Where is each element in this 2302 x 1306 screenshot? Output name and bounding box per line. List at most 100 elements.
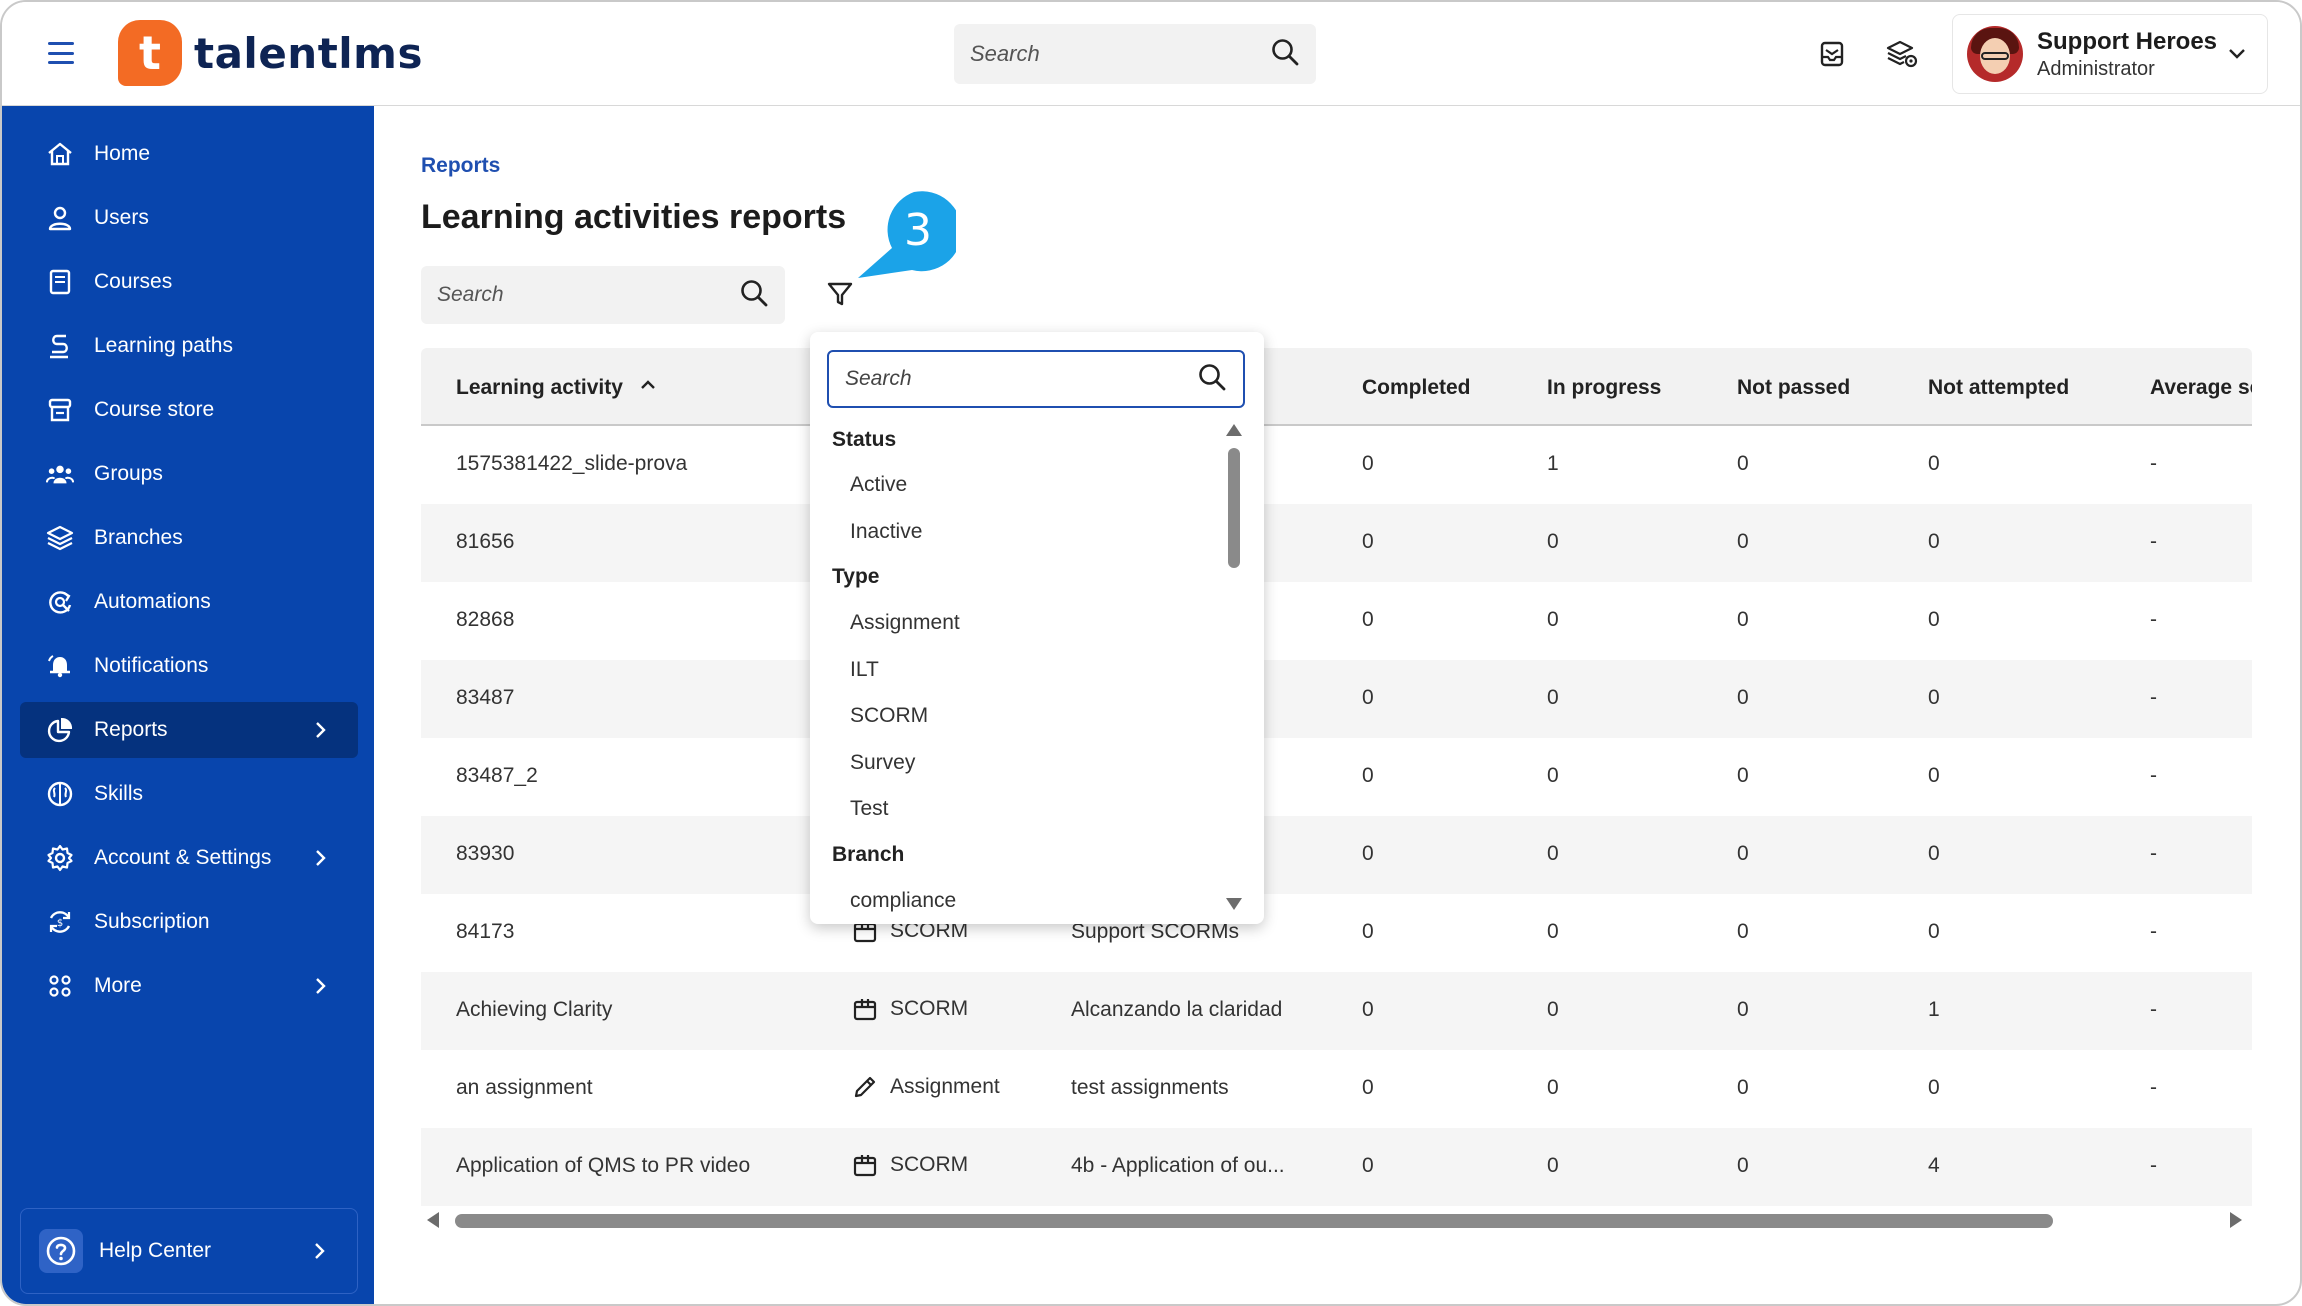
sort-asc-icon[interactable] xyxy=(639,376,657,400)
sidebar-item-notifications[interactable]: Notifications xyxy=(20,638,358,694)
scrollbar-thumb[interactable] xyxy=(455,1214,2053,1228)
scrollbar-thumb[interactable] xyxy=(1228,448,1240,568)
user-name: Support Heroes xyxy=(2037,27,2218,55)
cell-course: test assignments xyxy=(1071,1076,1229,1099)
sidebar-item-branches[interactable]: Branches xyxy=(20,510,358,566)
global-search-input[interactable] xyxy=(970,41,1270,67)
filter-option-assignment[interactable]: Assignment xyxy=(850,611,960,634)
sidebar-item-account-settings[interactable]: Account & Settings xyxy=(20,830,358,886)
filter-option-ilt[interactable]: ILT xyxy=(850,658,879,681)
filter-option-survey[interactable]: Survey xyxy=(850,751,916,774)
chevron-right-icon xyxy=(308,718,332,748)
talentlms-logo[interactable]: t talentlms xyxy=(118,20,423,86)
sidebar-item-courses[interactable]: Courses xyxy=(20,254,358,310)
sidebar-item-groups[interactable]: Groups xyxy=(20,446,358,502)
column-header-in-progress[interactable]: In progress xyxy=(1547,376,1662,399)
filter-search-input[interactable] xyxy=(845,367,1197,391)
cell-not-passed: 0 xyxy=(1737,452,1749,475)
sidebar-item-reports[interactable]: Reports xyxy=(20,702,358,758)
sidebar-item-home[interactable]: Home xyxy=(20,126,358,182)
path-icon xyxy=(46,332,74,360)
cell-not-passed: 0 xyxy=(1737,764,1749,787)
avatar xyxy=(1967,26,2023,82)
cell-activity: Achieving Clarity xyxy=(456,998,613,1021)
filter-icon[interactable] xyxy=(822,276,858,312)
filter-group-status: Status xyxy=(832,428,897,451)
cell-type: Assignment xyxy=(852,1074,1000,1100)
scroll-up-arrow[interactable] xyxy=(1226,424,1242,436)
table-row[interactable]: 83487 0 0 0 0 - xyxy=(421,660,2252,738)
help-center-label: Help Center xyxy=(99,1239,212,1262)
scroll-right-arrow[interactable] xyxy=(2230,1212,2242,1228)
cell-not-attempted: 0 xyxy=(1928,686,1940,709)
cell-not-passed: 0 xyxy=(1737,998,1749,1021)
table-row[interactable]: Achieving Clarity SCORM Alcanzando la cl… xyxy=(421,972,2252,1050)
filter-search xyxy=(827,350,1245,408)
chevron-right-icon xyxy=(307,1239,331,1269)
horizontal-scrollbar[interactable] xyxy=(421,1208,2252,1232)
filter-option-active[interactable]: Active xyxy=(850,473,908,496)
sidebar-item-users[interactable]: Users xyxy=(20,190,358,246)
table-row[interactable]: Application of QMS to PR video SCORM 4b … xyxy=(421,1128,2252,1206)
column-header-not-attempted[interactable]: Not attempted xyxy=(1928,376,2070,399)
cell-activity: Application of QMS to PR video xyxy=(456,1154,751,1177)
table-row[interactable]: 84173 SCORM Support SCORMs 0 0 0 0 - xyxy=(421,894,2252,972)
table-row[interactable]: 83930 0 0 0 0 - xyxy=(421,816,2252,894)
sidebar-item-more[interactable]: More xyxy=(20,958,358,1014)
sidebar-item-automations[interactable]: Automations xyxy=(20,574,358,630)
groups-icon xyxy=(46,460,74,488)
scroll-left-arrow[interactable] xyxy=(427,1212,439,1228)
table-row[interactable]: 81656 0 0 0 0 - xyxy=(421,504,2252,582)
scroll-down-arrow[interactable] xyxy=(1226,898,1242,910)
table-row[interactable]: an assignment Assignment test assignment… xyxy=(421,1050,2252,1128)
filter-option-scorm[interactable]: SCORM xyxy=(850,704,929,727)
pencil-icon xyxy=(852,1074,878,1100)
cell-activity: 82868 xyxy=(456,608,515,631)
sidebar-item-label: Home xyxy=(94,142,151,165)
cell-not-attempted: 0 xyxy=(1928,920,1940,943)
inbox-icon[interactable] xyxy=(1812,34,1852,74)
sidebar-item-label: Skills xyxy=(94,782,144,805)
column-header-average-score[interactable]: Average sc xyxy=(2150,376,2252,399)
sidebar-item-label: Course store xyxy=(94,398,215,421)
cell-not-attempted: 0 xyxy=(1928,842,1940,865)
filter-option-test[interactable]: Test xyxy=(850,797,889,820)
step-callout xyxy=(858,191,956,278)
filter-option-inactive[interactable]: Inactive xyxy=(850,520,923,543)
cell-activity: 83930 xyxy=(456,842,515,865)
sidebar-item-subscription[interactable]: $ Subscription xyxy=(20,894,358,950)
breadcrumb-reports[interactable]: Reports xyxy=(421,154,501,177)
cell-completed: 0 xyxy=(1362,608,1374,631)
user-menu[interactable]: Support Heroes Administrator xyxy=(1952,14,2268,94)
menu-toggle-icon[interactable] xyxy=(46,38,76,68)
help-center-button[interactable]: Help Center xyxy=(20,1208,358,1294)
column-header-not-passed[interactable]: Not passed xyxy=(1737,376,1851,399)
cell-type-label: SCORM xyxy=(890,919,969,942)
cell-completed: 0 xyxy=(1362,1154,1374,1177)
sidebar-item-course-store[interactable]: Course store xyxy=(20,382,358,438)
table-search xyxy=(421,266,785,324)
cell-completed: 0 xyxy=(1362,998,1374,1021)
layers-icon xyxy=(46,524,74,552)
cell-in-progress: 0 xyxy=(1547,920,1559,943)
table-row[interactable]: 83487_2 0 0 0 0 - xyxy=(421,738,2252,816)
sidebar-item-learning-paths[interactable]: Learning paths xyxy=(20,318,358,374)
cell-in-progress: 0 xyxy=(1547,998,1559,1021)
search-icon[interactable] xyxy=(739,278,769,313)
filter-scrollbar[interactable] xyxy=(1222,422,1246,912)
table-row[interactable]: 1575381422_slide-prova 0 1 0 0 - xyxy=(421,426,2252,504)
sidebar-item-label: Learning paths xyxy=(94,334,233,357)
column-header-completed[interactable]: Completed xyxy=(1362,376,1471,399)
chevron-down-icon[interactable] xyxy=(2225,41,2249,70)
layers-settings-icon[interactable] xyxy=(1882,34,1922,74)
search-icon[interactable] xyxy=(1270,37,1300,72)
sidebar-item-skills[interactable]: Skills xyxy=(20,766,358,822)
cell-average: - xyxy=(2150,998,2157,1021)
cell-course: 4b - Application of ou... xyxy=(1071,1154,1285,1177)
search-icon[interactable] xyxy=(1197,362,1227,397)
column-header-learning-activity[interactable]: Learning activity xyxy=(456,376,657,400)
table-row[interactable]: 82868 0 0 0 0 - xyxy=(421,582,2252,660)
filter-option-compliance[interactable]: compliance xyxy=(850,889,957,912)
table-search-input[interactable] xyxy=(437,283,739,307)
cell-in-progress: 1 xyxy=(1547,452,1559,475)
